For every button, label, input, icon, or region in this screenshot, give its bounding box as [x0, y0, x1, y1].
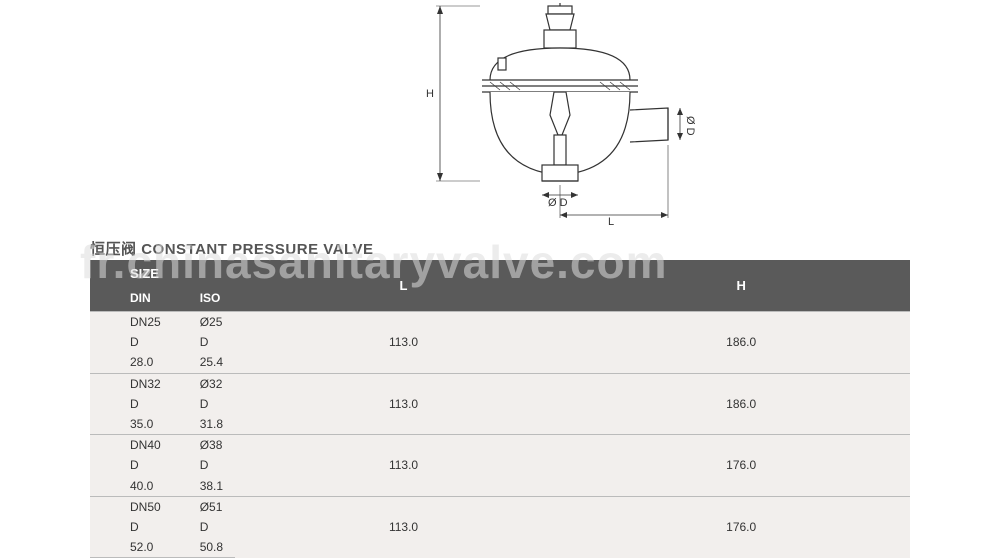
col-size: SIZE: [90, 260, 235, 287]
cell-iso-val: 38.1: [180, 476, 235, 497]
cell-iso-size: Ø25: [180, 312, 235, 333]
dim-outer-d-label: Ø D: [684, 116, 696, 136]
table-body: DN25 Ø25 113.0 186.0 D D 28.0 25.4 DN32 …: [90, 312, 910, 558]
cell-h: 186.0: [572, 373, 910, 435]
table-row: DN40 Ø38 113.0 176.0: [90, 435, 910, 456]
dim-inner-d-label: Ø D: [548, 197, 568, 209]
cell-din-d: D: [90, 517, 180, 537]
cell-l: 113.0: [235, 373, 573, 435]
cell-iso-size: Ø51: [180, 496, 235, 517]
cell-h: 176.0: [572, 496, 910, 558]
valve-diagram: H Ø D Ø D L: [420, 0, 700, 230]
dim-l-label: L: [608, 216, 614, 228]
table-row: DN50 Ø51 113.0 176.0: [90, 496, 910, 517]
title-en: CONSTANT PRESSURE VALVE: [141, 241, 373, 258]
table-row: DN25 Ø25 113.0 186.0: [90, 312, 910, 333]
title-cn: 恒压阀: [90, 241, 137, 258]
cell-iso-d: D: [180, 455, 235, 475]
cell-din-val: 35.0: [90, 414, 180, 435]
spec-table: SIZE L H DIN ISO DN25 Ø25 113.0 186.0 D …: [90, 260, 910, 558]
cell-din-size: DN25: [90, 312, 180, 333]
cell-iso-d: D: [180, 394, 235, 414]
cell-iso-d: D: [180, 517, 235, 537]
col-l: L: [235, 260, 573, 312]
cell-din-val: 28.0: [90, 352, 180, 373]
cell-l: 113.0: [235, 435, 573, 497]
cell-din-d: D: [90, 455, 180, 475]
cell-iso-size: Ø38: [180, 435, 235, 456]
cell-din-d: D: [90, 332, 180, 352]
dim-h-label: H: [426, 88, 434, 100]
cell-iso-d: D: [180, 332, 235, 352]
cell-din-val: 52.0: [90, 537, 180, 558]
cell-iso-size: Ø32: [180, 373, 235, 394]
cell-din-size: DN32: [90, 373, 180, 394]
cell-l: 113.0: [235, 312, 573, 374]
cell-din-val: 40.0: [90, 476, 180, 497]
cell-iso-val: 25.4: [180, 352, 235, 373]
cell-din-size: DN40: [90, 435, 180, 456]
cell-iso-val: 50.8: [180, 537, 235, 558]
cell-h: 176.0: [572, 435, 910, 497]
col-din: DIN: [90, 287, 180, 312]
spec-table-container: SIZE L H DIN ISO DN25 Ø25 113.0 186.0 D …: [90, 260, 910, 558]
cell-l: 113.0: [235, 496, 573, 558]
col-h: H: [572, 260, 910, 312]
cell-iso-val: 31.8: [180, 414, 235, 435]
table-row: DN32 Ø32 113.0 186.0: [90, 373, 910, 394]
col-iso: ISO: [180, 287, 235, 312]
cell-din-size: DN50: [90, 496, 180, 517]
cell-h: 186.0: [572, 312, 910, 374]
page-title: 恒压阀 CONSTANT PRESSURE VALVE: [90, 238, 374, 259]
cell-din-d: D: [90, 394, 180, 414]
